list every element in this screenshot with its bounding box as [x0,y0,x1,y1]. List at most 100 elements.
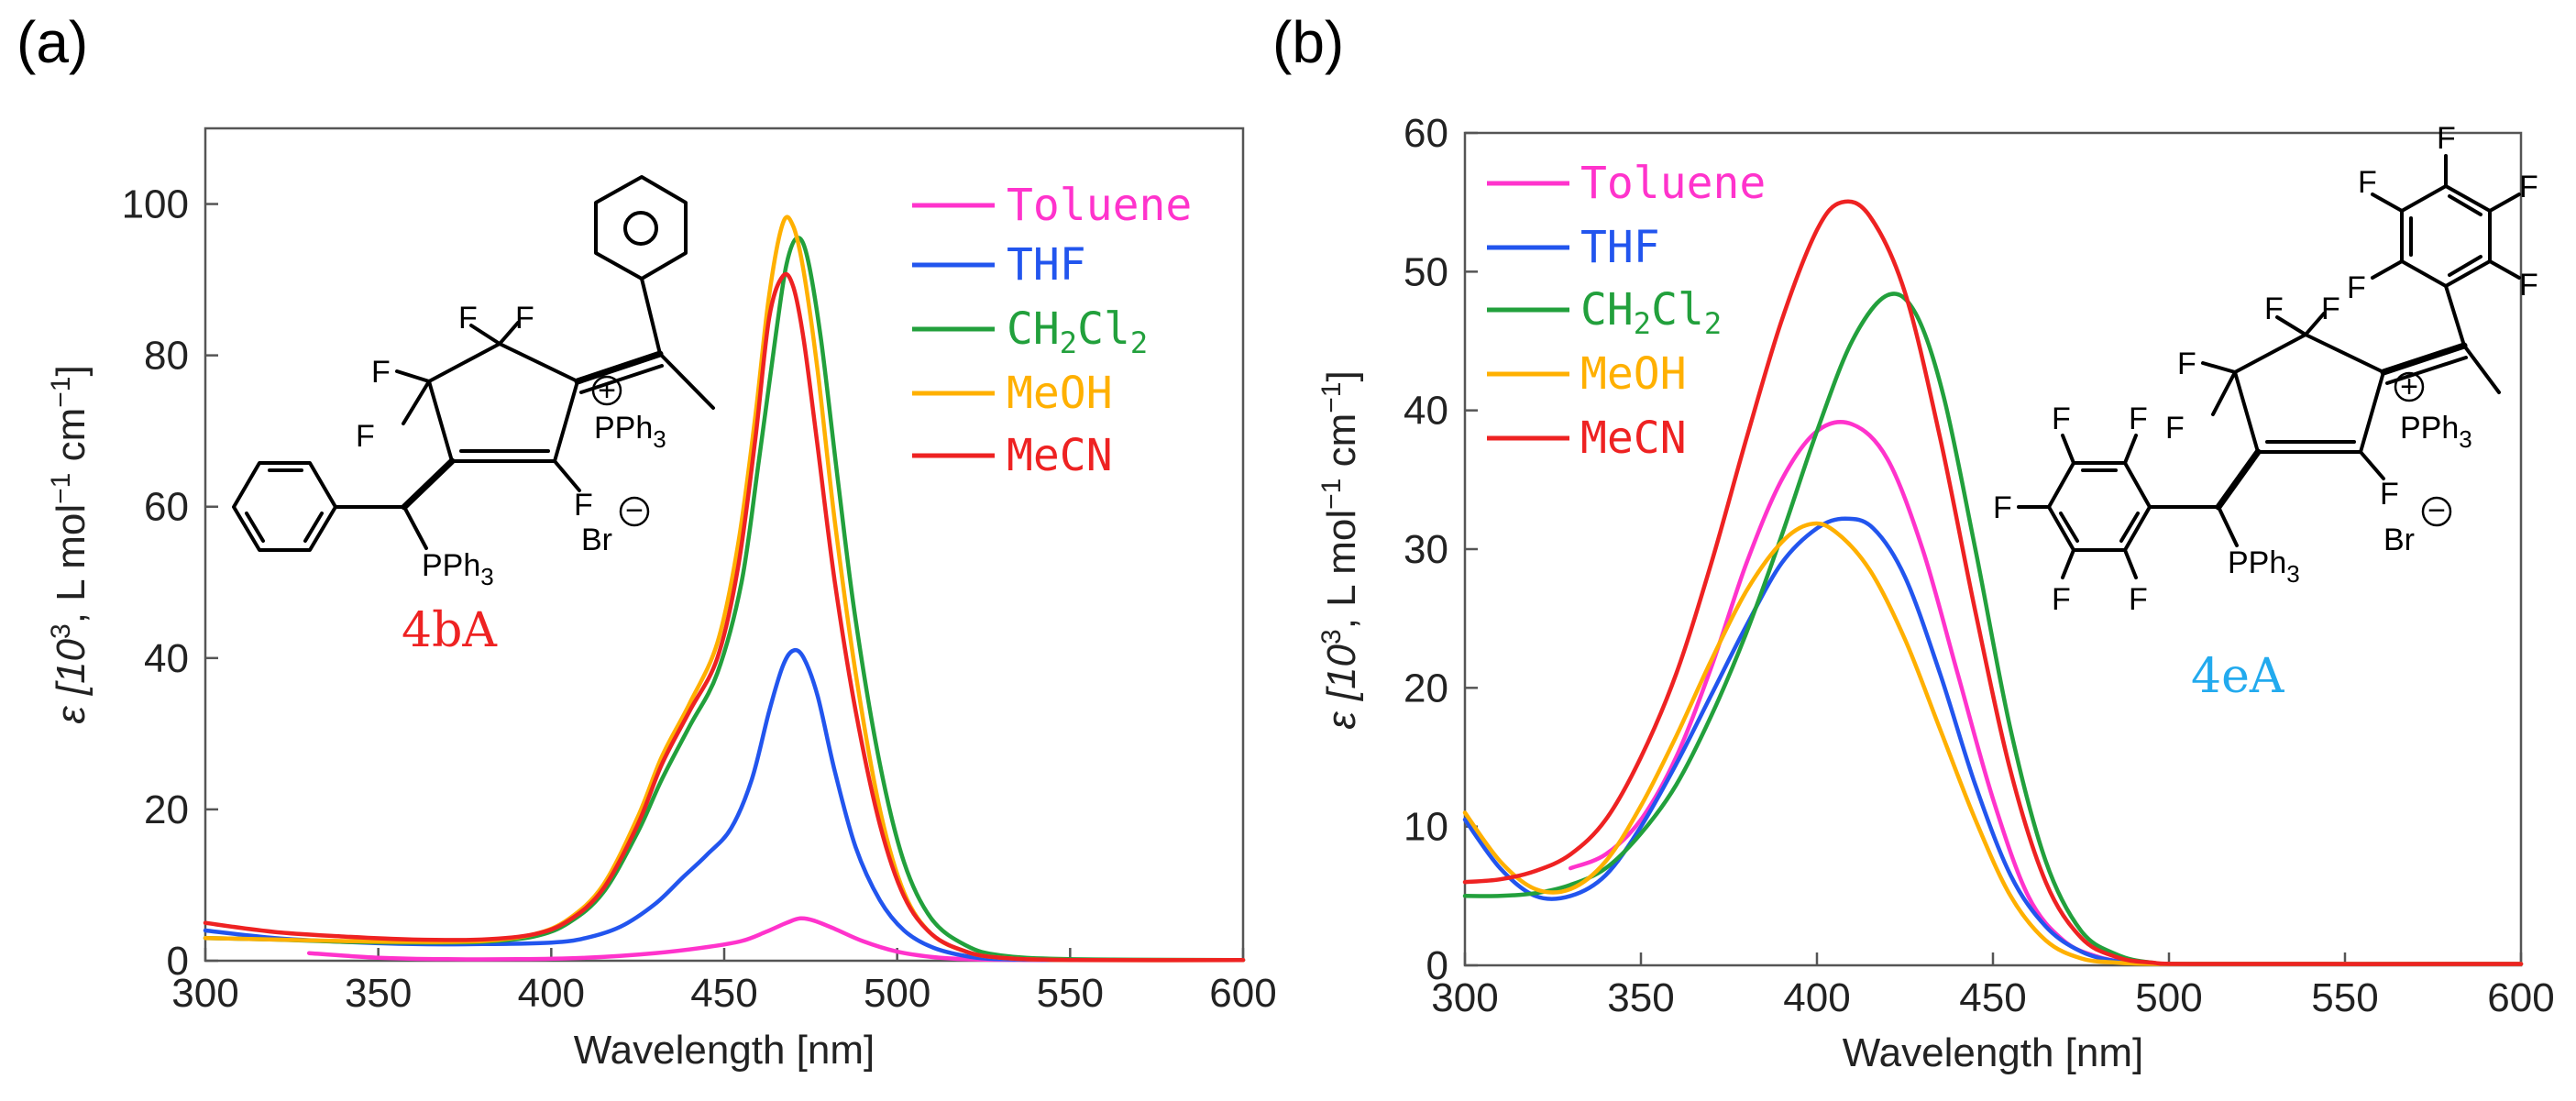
x-tick-label: 450 [690,971,757,1016]
bond-f-left-5 [2123,548,2138,579]
x-tick-label: 550 [1037,971,1104,1016]
phenyl-ring-top [594,175,688,281]
legend-b-label-thf: THF [1580,222,1660,273]
legend-a-toluene: Toluene [912,180,1192,231]
bromide-label-b: Br [2383,523,2415,557]
x-tick-label: 300 [171,971,238,1016]
x-tick-label: 600 [2487,975,2554,1020]
panel-b-ylabel-end: ] [1319,370,1364,381]
legend-a-thf: THF [912,239,1086,291]
bond-to-pph3-bottom-b [2217,505,2239,547]
legend-a-ch2cl2: CH2Cl2 [912,303,1148,360]
legend-b-thf: THF [1487,222,1660,273]
pph3-bottom-b-text: PPh [2228,545,2286,580]
panel-b-curves [1462,199,2524,966]
c6f5-top-double-3 [2448,255,2482,277]
bond-ring-f4 [2211,370,2237,416]
pph3-top-text: PPh [594,411,653,446]
panel-a-ylabel-sup: 3 [46,623,76,639]
series-line-a-toluene [306,916,1246,963]
x-tick-label: 600 [1209,971,1276,1016]
panel-a-curves [203,215,1246,963]
pph3-bottom-sub: 3 [480,563,493,590]
bond-f-top-5 [2371,259,2404,280]
legend-a-label-thf: THF [1007,239,1086,291]
y-tick-label: 10 [1404,805,1448,850]
minus-charge-circle [619,496,650,527]
legend-text-part: Cl [1077,303,1130,355]
panel-b-ylabel-rest: , L mol [1319,510,1364,629]
x-tick-label: 500 [864,971,930,1016]
bromide-label: Br [581,523,612,557]
panel-a-x-axis-title: Wavelength [nm] [574,1028,875,1073]
minus-charge-sign-b: − [2427,493,2446,528]
panel-b-ylabel-main: ε [10 [1319,644,1364,729]
f-top-2: F [2437,121,2456,156]
f-top-5: F [2347,270,2366,305]
panel-a-ylabel-end: ] [49,365,94,376]
y-tick-label: 60 [144,485,189,530]
x-tick-label: 350 [345,971,412,1016]
f-ring-4: F [2165,411,2185,446]
exocyclic-ylide-bond-right-2 [579,364,664,394]
compound-label-4eA: 4eA [2191,649,2285,704]
pph3-top-sub: 3 [653,425,666,453]
c6f5-left-double-2 [2059,512,2079,543]
plus-charge-circle-b [2394,371,2425,402]
panel-b-ylabel-sup3: −1 [1316,382,1347,413]
minus-charge-sign: − [625,493,644,528]
f-left-5: F [2129,582,2148,617]
phenyl-top-aromatic-circle [623,211,658,246]
legend-text-part: CH [1007,303,1060,355]
f-left-2: F [2129,402,2148,436]
f-atom-1: F [458,301,478,336]
bond-f1 [469,324,501,346]
bond-ring-f1 [2275,315,2307,336]
panel-b-x-axis-title: Wavelength [nm] [1843,1030,2144,1075]
bond-f3 [395,369,431,383]
phenyl-ring-left [232,461,337,552]
pph3-bottom: PPh3 [422,548,494,590]
bond-ring-f3 [2201,361,2237,374]
panel-a-label: (a) [17,9,88,75]
legend-a-meoh: MeOH [912,368,1113,419]
pph3-bottom-text: PPh [422,548,480,583]
y-tick-label: 50 [1404,249,1448,294]
phenyl-left-double-3 [303,512,324,543]
bond-f-left-2 [2123,434,2138,465]
bond-ring-f2 [2304,312,2326,336]
cyclopentene-ring [427,342,579,463]
f-ring-2: F [2321,292,2340,326]
panel-a-ylabel-rest2: cm [49,408,94,473]
legend-a-mecn: MeCN [912,430,1113,481]
y-tick-label: 20 [1404,666,1448,710]
legend-a-label-toluene: Toluene [1007,180,1192,231]
legend-a-label-ch2cl2: CH2Cl2 [1007,303,1148,360]
legend-subscript: 2 [1060,325,1077,360]
f-top-3: F [2519,170,2538,204]
f-atom-4: F [356,419,375,454]
panel-b-molecule-labels: F F F F F F F F F F F F F F F + PPh3 PPh… [1993,121,2538,704]
f-top-4: F [2519,268,2538,303]
panel-b-ylabel-sup2: −1 [1316,479,1347,510]
legend-text-part: CH [1580,284,1634,336]
x-tick-label: 450 [1959,975,2026,1020]
panel-a-ylabel-sup2: −1 [46,473,76,504]
f-atom-3: F [371,355,391,390]
panel-a-y-axis-title: ε [103, L mol−1 cm−1] [46,365,94,723]
panel-b-ylabel-rest2: cm [1319,413,1364,479]
y-tick-label: 0 [1426,943,1448,988]
exocyclic-ylide-bond-right-b [2380,342,2468,376]
f-left-1: F [2052,402,2071,436]
legend-a-label-mecn: MeCN [1007,430,1113,481]
bond-f-top-4 [2488,259,2521,280]
exocyclic-ylide-bond-left [401,457,456,511]
bond-to-pph3-bottom [402,505,428,550]
pph3-top: PPh3 [594,411,666,453]
bond-to-pph3-top-b [2462,344,2501,394]
c6f5-left-double-3 [2119,512,2140,543]
legend-subscript: 2 [1634,306,1651,341]
legend-b-ch2cl2: CH2Cl2 [1487,284,1722,341]
series-line-a-thf [203,647,1246,963]
pph3-top-b: PPh3 [2400,411,2472,453]
